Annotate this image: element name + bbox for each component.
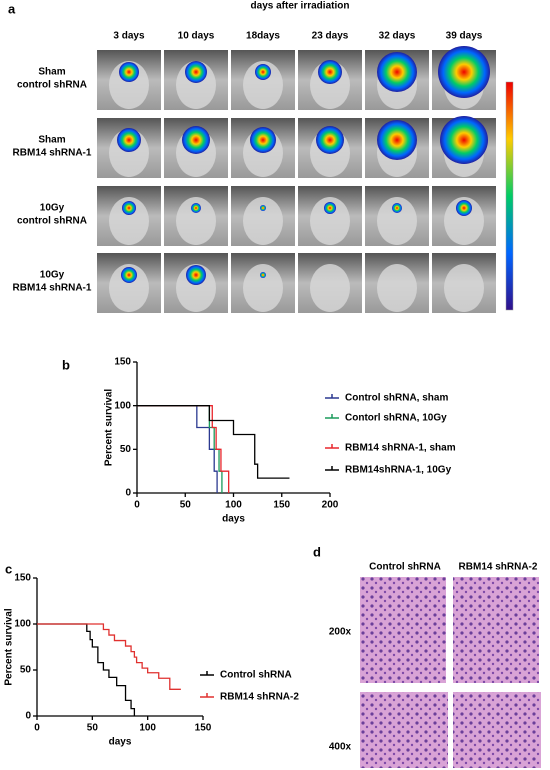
x-tick-label: 200 (322, 500, 339, 511)
histology-image (360, 577, 446, 683)
signal (260, 205, 266, 211)
survival-line (137, 405, 290, 479)
row-label: 200x (329, 627, 352, 638)
mouse-head (377, 264, 417, 312)
y-tick-label: 150 (14, 573, 31, 584)
mouse-head (444, 264, 484, 312)
signal (117, 128, 141, 152)
x-tick-label: 100 (139, 723, 156, 734)
y-tick-label: 100 (14, 619, 31, 630)
signal (122, 201, 136, 215)
x-tick-label: 150 (273, 500, 290, 511)
row-label: 400x (329, 742, 352, 753)
column-header: 18days (246, 31, 280, 42)
mouse-head (243, 61, 283, 109)
column-header: 3 days (113, 31, 145, 42)
mouse-head (176, 264, 216, 312)
signal (191, 203, 201, 213)
y-tick-label: 100 (114, 400, 131, 411)
column-header: 10 days (178, 31, 215, 42)
legend-label: RBM14 shRNA-1, sham (345, 443, 456, 454)
mouse-head (377, 197, 417, 245)
x-axis-label: days (222, 514, 245, 525)
x-tick-label: 50 (180, 500, 192, 511)
row-label: 10Gy (40, 203, 65, 214)
panel-label: d (313, 544, 321, 559)
signal (324, 202, 336, 214)
row-label: 10Gy (40, 270, 65, 281)
legend-label: Contorl shRNA, 10Gy (345, 413, 447, 424)
row-label: Sham (38, 67, 65, 78)
mouse-head (176, 197, 216, 245)
panel-label: b (62, 357, 70, 372)
histology-image (453, 692, 541, 768)
signal (119, 62, 139, 82)
legend-label: Control shRNA, sham (345, 393, 448, 404)
color-scale (505, 81, 514, 311)
legend-label: Control shRNA (220, 670, 292, 681)
survival-line (37, 623, 136, 716)
survival-line (137, 405, 218, 493)
signal (182, 126, 210, 154)
mouse-head (109, 264, 149, 312)
signal (186, 265, 206, 285)
mouse-head (243, 264, 283, 312)
column-header: 23 days (312, 31, 349, 42)
row-label: control shRNA (17, 80, 87, 91)
panel-title: days after irradiation (251, 1, 350, 12)
survival-line (137, 405, 230, 493)
signal (456, 200, 472, 216)
column-header: Control shRNA (369, 562, 441, 573)
mouse-head (444, 197, 484, 245)
signal (260, 272, 266, 278)
histology-image (360, 692, 448, 768)
mouse-head (109, 61, 149, 109)
y-tick-label: 0 (25, 711, 31, 722)
signal (185, 61, 207, 83)
signal (318, 60, 342, 84)
mouse-head (310, 197, 350, 245)
signal (255, 64, 271, 80)
y-tick-label: 150 (114, 357, 131, 368)
survival-line (37, 623, 181, 690)
signal (377, 52, 417, 92)
x-tick-label: 0 (34, 723, 40, 734)
row-label: control shRNA (17, 216, 87, 227)
panel-label: a (8, 1, 16, 16)
y-axis-label: Percent survival (4, 608, 15, 685)
x-tick-label: 150 (195, 723, 212, 734)
mouse-head (109, 197, 149, 245)
signal (438, 46, 490, 98)
y-tick-label: 0 (125, 488, 131, 499)
histology-image (453, 577, 539, 683)
column-header: 39 days (446, 31, 483, 42)
signal (392, 203, 402, 213)
row-label: RBM14 shRNA-1 (13, 148, 92, 159)
column-header: 32 days (379, 31, 416, 42)
legend-label: RBM14shRNA-1, 10Gy (345, 465, 452, 476)
x-tick-label: 0 (134, 500, 140, 511)
signal (316, 126, 344, 154)
legend-label: RBM14 shRNA-2 (220, 692, 299, 703)
signal (250, 127, 276, 153)
x-tick-label: 100 (225, 500, 242, 511)
signal (377, 120, 417, 160)
signal (121, 267, 137, 283)
mouse-head (243, 197, 283, 245)
row-label: RBM14 shRNA-1 (13, 283, 92, 294)
row-label: Sham (38, 135, 65, 146)
column-header: RBM14 shRNA-2 (459, 562, 538, 573)
y-tick-label: 50 (20, 665, 32, 676)
mouse-head (310, 264, 350, 312)
x-axis-label: days (109, 737, 132, 748)
panel-label: c (5, 561, 12, 576)
y-tick-label: 50 (120, 444, 132, 455)
x-tick-label: 50 (87, 723, 99, 734)
y-axis-label: Percent survival (104, 389, 115, 466)
signal (440, 116, 488, 164)
